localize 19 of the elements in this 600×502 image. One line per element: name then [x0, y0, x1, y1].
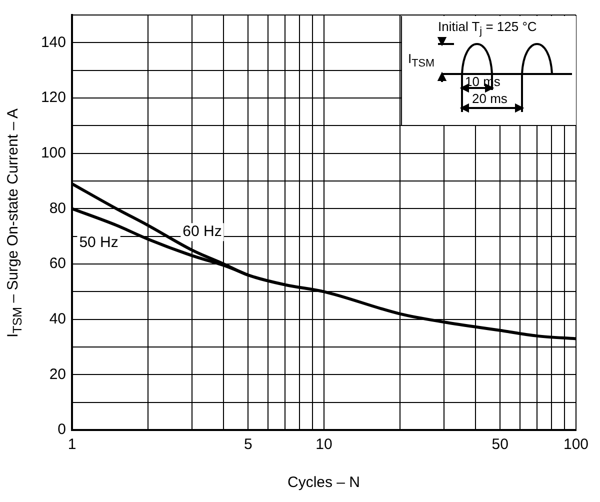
- y-tick-label: 20: [49, 366, 66, 383]
- series-label: 60 Hz: [182, 222, 222, 240]
- y-tick-label: 120: [40, 89, 66, 106]
- x-tick-label: 1: [68, 436, 76, 454]
- series-label: 50 Hz: [79, 234, 118, 251]
- y-tick-label: 100: [40, 144, 66, 162]
- y-tick-label: 0: [58, 421, 66, 438]
- annotation: 20 ms: [472, 91, 508, 106]
- x-tick-label: 10: [316, 436, 332, 454]
- x-tick-label: 100: [563, 436, 589, 454]
- annotation: Initial T$_{j}$ = 125 °C: [438, 19, 537, 38]
- x-tick-label: 50: [492, 436, 508, 454]
- y-tick-label: 140: [40, 34, 66, 51]
- y-tick-label: 40: [49, 310, 66, 328]
- y-tick-label: 80: [49, 200, 66, 217]
- x-axis-title: Cycles – N: [288, 474, 360, 491]
- annotation: I$_{TSM}$: [408, 51, 434, 70]
- y-tick-label: 60: [49, 255, 66, 272]
- x-tick-label: 5: [244, 436, 252, 454]
